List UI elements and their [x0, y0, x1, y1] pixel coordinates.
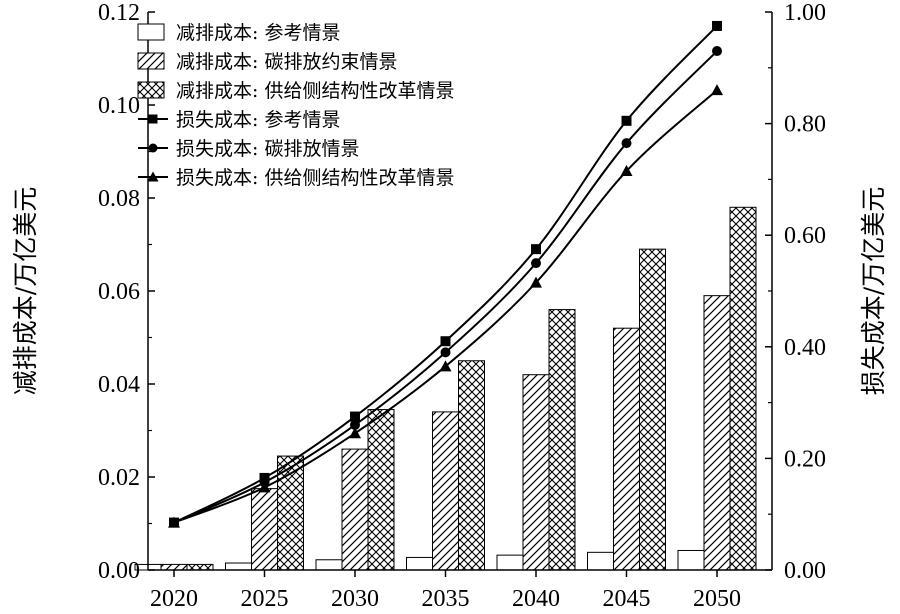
point-s2-2030: [349, 427, 361, 439]
point-s0-2045: [621, 115, 632, 126]
axes-layer: 0.00 0.02 0.04 0.06 0.08 0.10 0.12 0.00 0.20 0.40…: [11, 0, 888, 612]
y-left-tick-label: 0.04: [98, 372, 140, 398]
bar-s1-2020: [160, 563, 188, 571]
bar-s2-2040: [548, 309, 576, 571]
bar-s1-2045: [613, 327, 640, 571]
y-left-tick-label: 0.02: [98, 465, 140, 491]
y-left-tick-label: 0.06: [98, 279, 140, 305]
bar-s1-2050: [703, 295, 731, 571]
x-tick-label: 2050: [693, 586, 741, 612]
legend-label-line-0: 损失成本: 参考情景: [176, 109, 340, 131]
legend-marker-2: [147, 171, 159, 182]
legend-label-line-2: 损失成本: 供给侧结构性改革情景: [176, 167, 454, 189]
bar-s2-2045: [639, 248, 666, 571]
y-right-axis-title: 损失成本/万亿美元: [859, 187, 888, 395]
y-right-tick-label: 0.40: [784, 335, 826, 361]
y-right-tick-label: 0.60: [784, 223, 826, 249]
point-s2-2025: [258, 481, 271, 493]
lines-layer: [168, 20, 723, 528]
legend-label-bar-0: 减排成本: 参考情景: [176, 22, 340, 44]
legend-swatch-bar-2: [137, 81, 165, 99]
bar-s0-2030: [315, 559, 343, 571]
point-s1-2030: [350, 419, 360, 430]
bar-s1-2030: [341, 448, 369, 571]
y-left-tick-label: 0.08: [98, 186, 140, 212]
point-s0-2050: [712, 20, 722, 31]
bar-s1-2035: [432, 411, 459, 571]
legend-label-bar-1: 减排成本: 碳排放约束情景: [176, 51, 397, 73]
bar-s0-2035: [406, 556, 433, 571]
y-right-tick-label: 0.00: [784, 558, 826, 584]
bar-s2-2050: [729, 206, 757, 571]
bar-s0-2025: [225, 562, 252, 571]
x-tick-label: 2045: [603, 586, 651, 612]
bar-s2-2025: [277, 455, 304, 571]
legend-swatch-bar-1: [137, 52, 165, 70]
y-left-tick-label: 0.00: [98, 558, 140, 584]
point-s2-2050: [711, 84, 723, 96]
x-tick-label: 2040: [512, 586, 560, 612]
bar-s0-2045: [587, 551, 614, 571]
legend-label-line-1: 损失成本: 碳排放情景: [176, 138, 359, 160]
bars-layer: [134, 206, 757, 571]
x-tick-label: 2030: [331, 586, 379, 612]
x-tick-label: 2025: [241, 586, 289, 612]
x-tick-label: 2020: [150, 586, 198, 612]
y-left-axis-title: 减排成本/万亿美元: [11, 187, 40, 395]
point-s1-2045: [621, 138, 632, 149]
y-right-tick-label: 0.20: [784, 446, 826, 472]
bar-s2-2035: [458, 360, 485, 571]
point-s0-2030: [350, 411, 360, 422]
point-s1-2050: [712, 46, 722, 57]
bar-s2-2030: [367, 409, 395, 571]
bar-s0-2050: [677, 549, 705, 571]
x-tick-label: 2035: [422, 586, 470, 612]
bar-s1-2025: [251, 488, 278, 571]
point-s1-2040: [531, 258, 541, 269]
y-right-tick-label: 1.00: [784, 0, 826, 26]
point-s2-2040: [530, 276, 542, 288]
point-s2-2035: [439, 360, 452, 372]
y-left-tick-label: 0.10: [98, 93, 140, 119]
point-s0-2040: [531, 244, 541, 255]
y-left-tick-label: 0.12: [98, 0, 140, 26]
point-s0-2035: [440, 336, 451, 347]
bar-s1-2040: [522, 374, 550, 571]
y-right-tick-label: 0.80: [784, 112, 826, 138]
legend-marker-0: [148, 114, 158, 124]
point-s1-2035: [440, 347, 451, 358]
legend-label-bar-2: 减排成本: 供给侧结构性改革情景: [176, 80, 454, 102]
bar-s2-2020: [186, 563, 214, 571]
legend-marker-1: [148, 143, 158, 153]
point-s2-2045: [620, 165, 633, 177]
legend-swatch-bar-0: [137, 23, 165, 41]
point-s2-2020: [168, 516, 180, 528]
bar-s0-2040: [496, 554, 524, 571]
